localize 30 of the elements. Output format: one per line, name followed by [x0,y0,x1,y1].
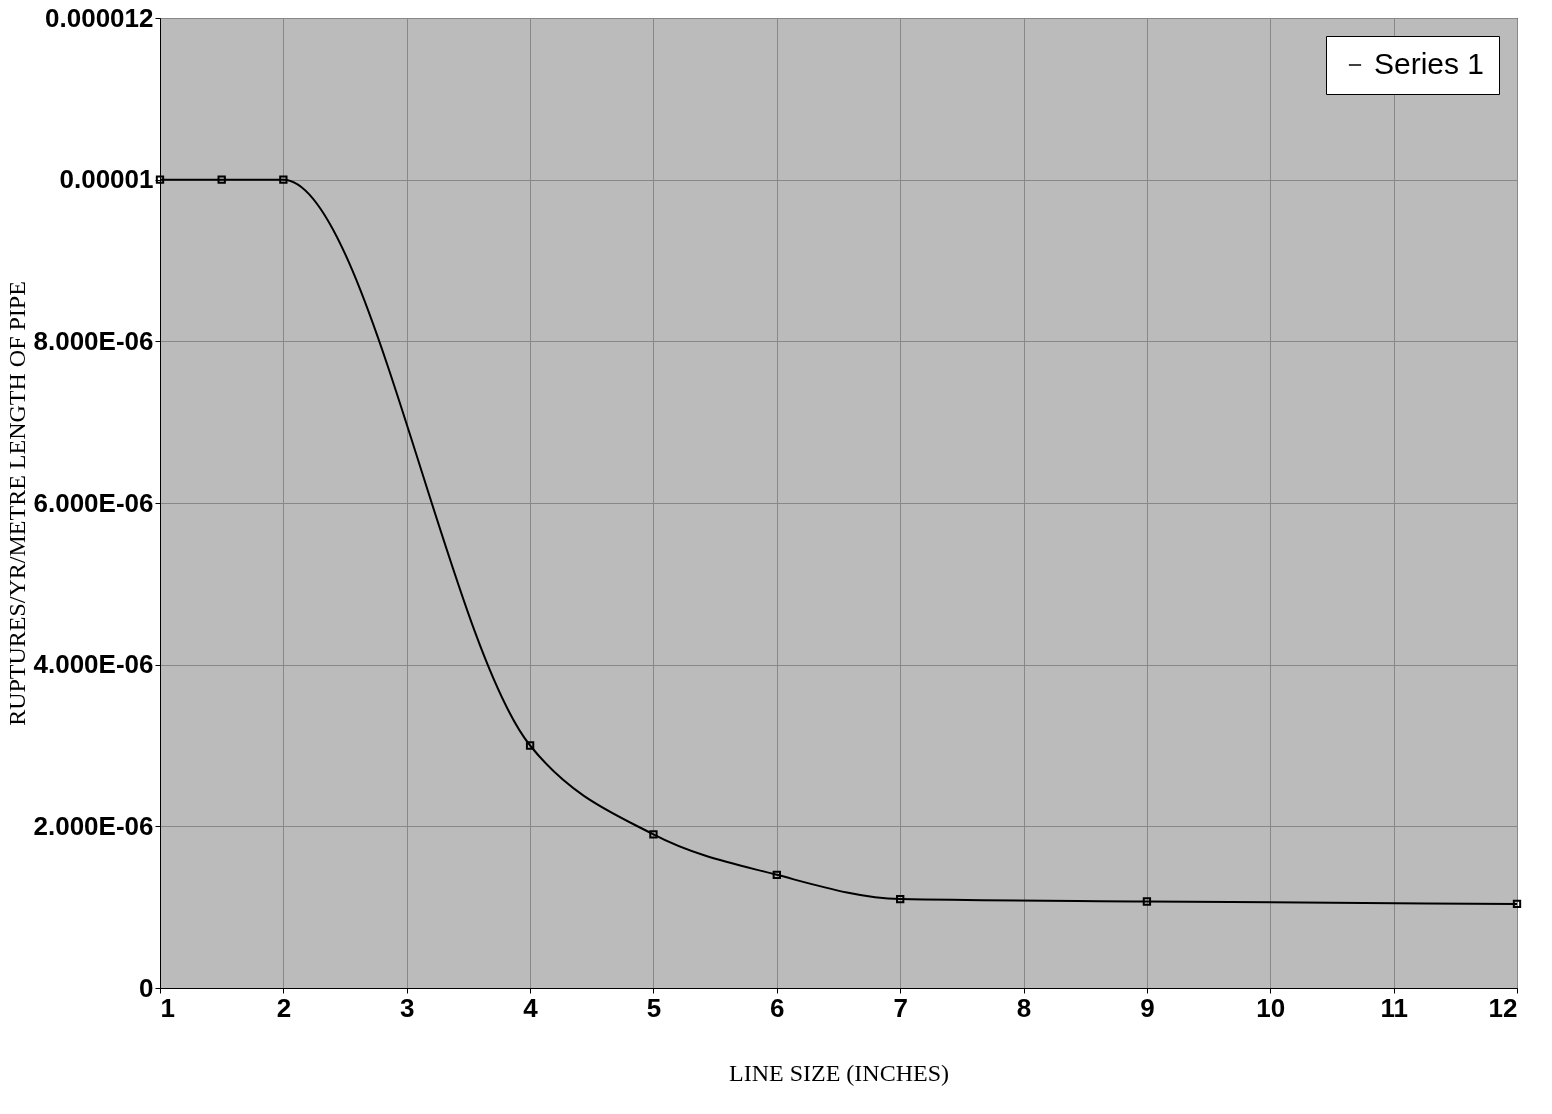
x-tick-label: 10 [1256,992,1286,1023]
x-tick-label: 8 [1016,992,1032,1023]
point [525,741,535,750]
y-tick-label: 8.000E-06 [33,325,154,356]
x-tick-label: 1 [160,992,175,1023]
x-tick-label: 2 [276,992,292,1023]
x-tick-label: 9 [1140,992,1155,1023]
x-tick-label: 4 [523,992,539,1023]
y-tick-label: 0.00001 [59,164,154,195]
y-tick-label: 0.000012 [45,2,154,33]
legend-label: Series 1 [1374,47,1485,80]
x-axis-title: LINE SIZE (INCHES) [729,1059,949,1086]
x-tick-label: 3 [399,992,415,1023]
y-tick-label: 0 [139,972,154,1003]
x-tick-label: 11 [1380,992,1408,1023]
point [279,175,288,184]
point [217,175,226,184]
y-tick-label: 6.000E-06 [33,487,154,518]
x-tick-label: 7 [893,992,908,1023]
point [896,894,905,904]
point [772,870,781,879]
x-tick-label: 5 [646,992,662,1023]
point [1512,899,1522,909]
y-tick-label: 4.000E-06 [33,649,154,680]
point [1142,897,1152,906]
y-axis-title: RUPTURES/YR/METRE LENGTH OF PIPE [3,281,30,726]
point [649,830,658,839]
x-tick-label: 12 [1488,992,1518,1023]
y-tick-label: 2.000E-06 [33,810,154,841]
x-tick-label: 6 [770,992,785,1023]
